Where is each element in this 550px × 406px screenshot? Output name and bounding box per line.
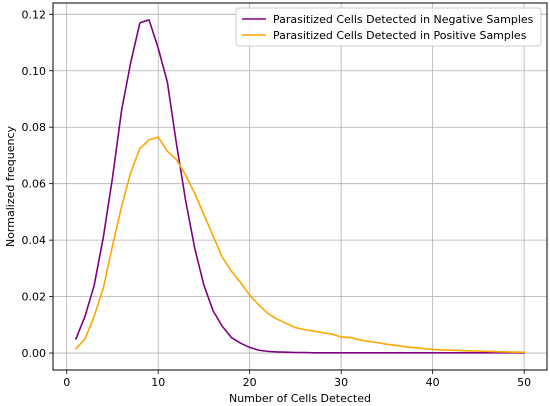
series-layer bbox=[75, 19, 525, 354]
y-tick-label: 0.00 bbox=[22, 347, 47, 360]
y-tick-label: 0.08 bbox=[22, 121, 47, 134]
series-line-positive bbox=[75, 136, 525, 354]
ticks: 0 10 20 30 40 50 0.00 0.02 0.04 0.06 0.08 0.10 0.12 bbox=[22, 8, 532, 389]
x-tick-label: 50 bbox=[517, 376, 531, 389]
x-tick-label: 0 bbox=[63, 376, 70, 389]
y-tick-label: 0.04 bbox=[22, 234, 47, 247]
legend-entry: Parasitized Cells Detected in Negative S… bbox=[273, 13, 534, 26]
legend: Parasitized Cells Detected in Negative S… bbox=[235, 7, 542, 47]
y-tick-label: 0.10 bbox=[22, 65, 47, 78]
x-tick-label: 10 bbox=[151, 376, 165, 389]
plot-frame bbox=[52, 2, 548, 371]
legend-entry: Parasitized Cells Detected in Positive S… bbox=[273, 29, 527, 42]
legend-box bbox=[235, 7, 542, 47]
x-tick-label: 20 bbox=[243, 376, 257, 389]
series-line-negative bbox=[75, 19, 525, 354]
x-axis-label: Number of Cells Detected bbox=[229, 392, 371, 405]
x-tick-label: 40 bbox=[426, 376, 440, 389]
y-tick-label: 0.12 bbox=[22, 8, 47, 21]
y-tick-label: 0.06 bbox=[22, 178, 47, 191]
x-tick-label: 30 bbox=[334, 376, 348, 389]
y-tick-label: 0.02 bbox=[22, 291, 47, 304]
y-axis-label: Normalized frequency bbox=[4, 125, 17, 247]
